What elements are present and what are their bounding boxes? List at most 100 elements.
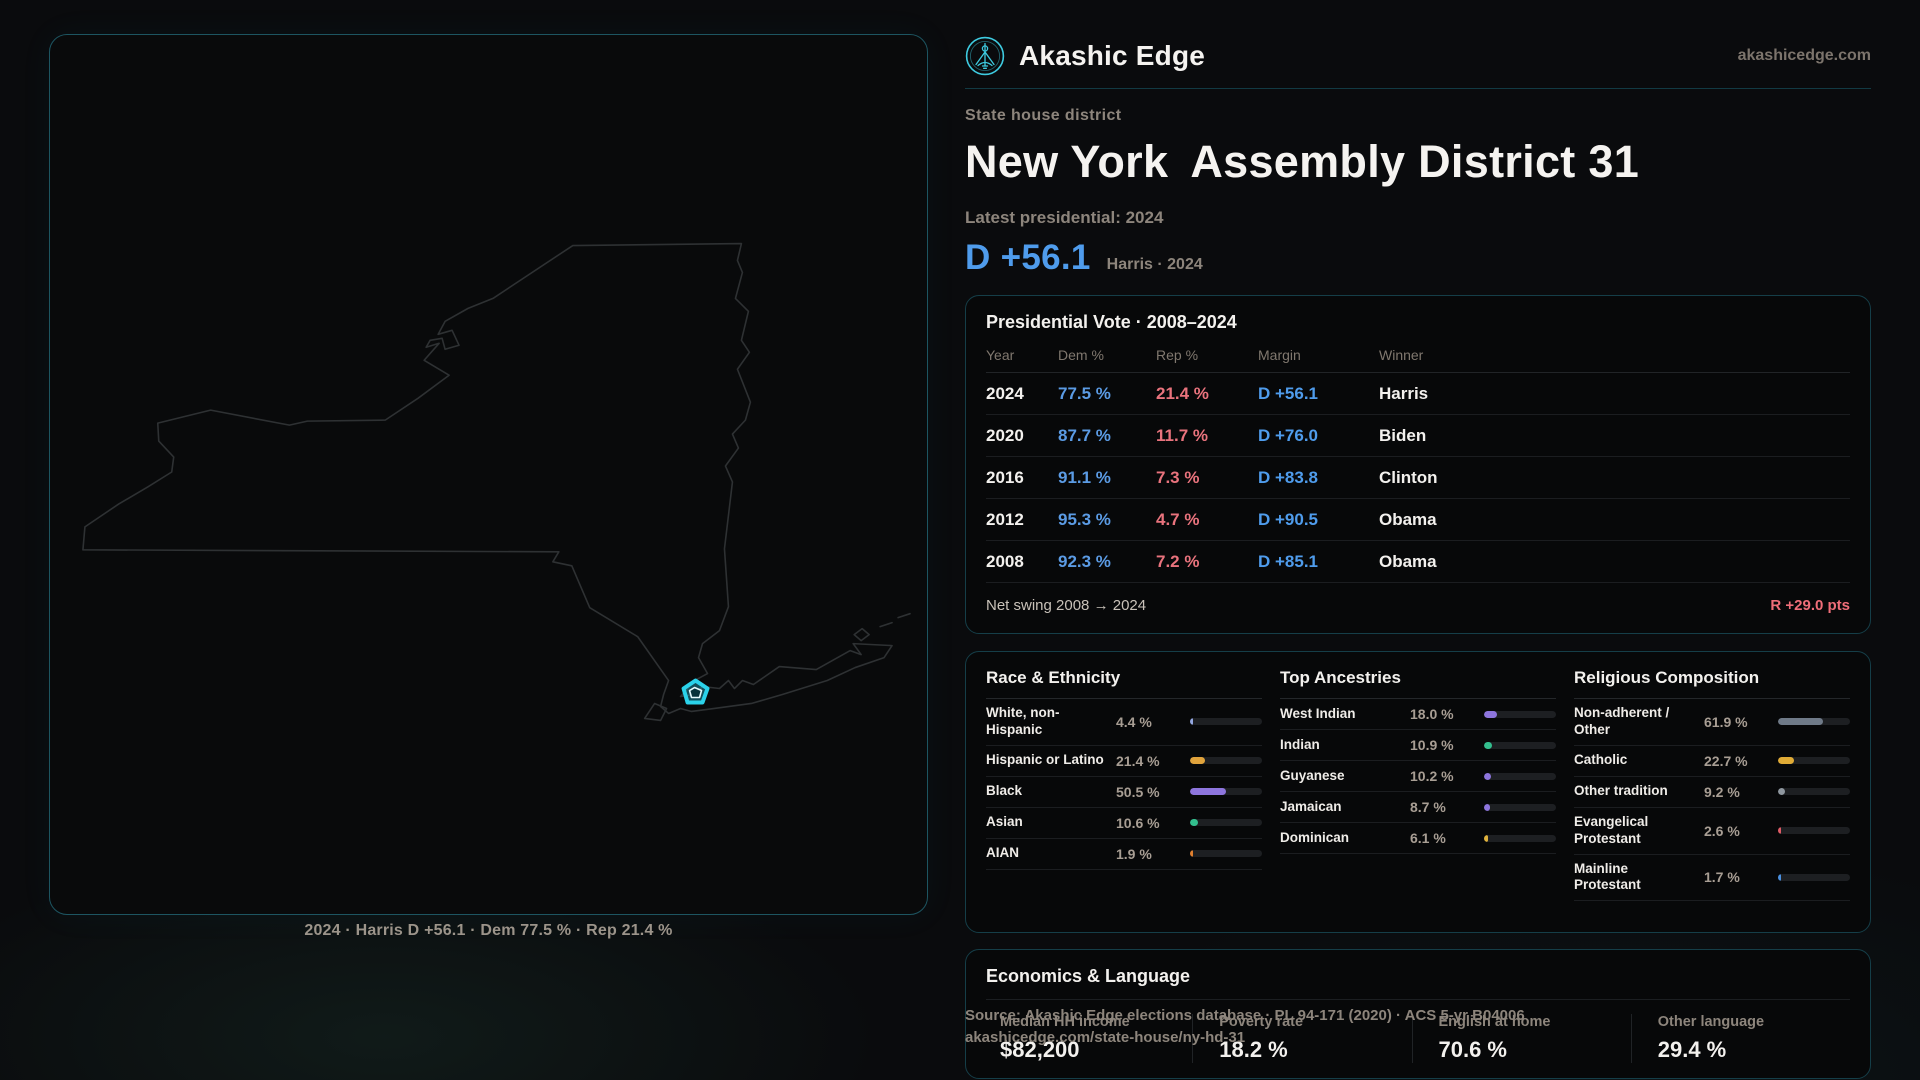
table-header-cell: Year: [986, 347, 1015, 363]
cell-winner: Clinton: [1379, 467, 1438, 487]
econ-stat-value: 29.4 %: [1657, 1037, 1727, 1062]
demo-bar-fill: [1190, 819, 1198, 827]
econ-stat-value: 18.2 %: [1219, 1037, 1288, 1062]
demo-label: Black: [986, 783, 1023, 799]
demo-bar-track: [1778, 873, 1850, 881]
detail-panel: Akashic Edge akashicedge.com State house…: [965, 0, 1871, 1080]
econ-stat-label: Poverty rate: [1219, 1014, 1304, 1030]
demo-label: Mainline Protestant: [1574, 860, 1641, 893]
cell-dem: 92.3 %: [1058, 551, 1111, 571]
headline: D +56.1 Harris · 2024: [965, 238, 1203, 278]
demo-bar-track: [1190, 788, 1262, 796]
site-domain-link[interactable]: akashicedge.com: [1737, 47, 1871, 64]
table-row: 2016 91.1 % 7.3 % D +83.8 Clinton: [986, 457, 1850, 499]
cell-year: 2012: [986, 509, 1024, 529]
source-note-link[interactable]: akashicedge.com/state-house/ny-hd-31: [965, 1029, 1246, 1046]
title-state: New York: [965, 136, 1169, 187]
demo-value: 8.7 %: [1410, 799, 1446, 815]
brand-logo-icon[interactable]: [965, 36, 1005, 76]
headline-margin: D +56.1: [965, 238, 1091, 277]
demo-column-title: Top Ancestries: [1280, 668, 1556, 699]
headline-detail: Harris · 2024: [1106, 256, 1203, 273]
demo-bar-track: [1190, 850, 1262, 858]
demo-row: Mainline Protestant 1.7 %: [1574, 855, 1850, 902]
cell-margin: D +83.8: [1258, 467, 1319, 487]
presidential-card-title: Presidential Vote · 2008–2024: [986, 312, 1237, 332]
presidential-vote-card: Presidential Vote · 2008–2024 Year Dem % R…: [965, 295, 1871, 634]
demo-bar-fill: [1190, 850, 1193, 858]
demo-bar-track: [1778, 718, 1850, 726]
demo-bar-fill: [1484, 772, 1492, 780]
table-row: 2012 95.3 % 4.7 % D +90.5 Obama: [986, 499, 1850, 541]
demo-row: Indian 10.9 %: [1280, 730, 1556, 761]
demo-bar-fill: [1190, 788, 1227, 796]
econ-stat: Median HH income $82,200: [986, 1014, 1192, 1063]
demo-value: 1.9 %: [1116, 845, 1152, 862]
cell-dem: 91.1 %: [1058, 467, 1111, 487]
econ-stat-label: Other language: [1657, 1014, 1765, 1030]
cell-winner: Harris: [1379, 383, 1429, 403]
cell-year: 2024: [986, 383, 1024, 403]
demo-bar-fill: [1484, 741, 1492, 749]
cell-rep: 4.7 %: [1156, 509, 1200, 529]
demo-column-ancestries: Top Ancestries West Indian 18.0 % Indian 10.…: [1280, 668, 1556, 916]
demo-label: Evangelical Protestant: [1574, 813, 1649, 846]
econ-stat-value: $82,200: [1000, 1037, 1080, 1062]
demo-bar-fill: [1484, 710, 1497, 718]
title-district: Assembly District 31: [1190, 136, 1640, 187]
cell-margin: D +85.1: [1258, 551, 1319, 571]
cell-margin: D +90.5: [1258, 509, 1319, 529]
demo-row: Catholic 22.7 %: [1574, 746, 1850, 777]
demo-bar-fill: [1778, 718, 1823, 726]
table-row: 2024 77.5 % 21.4 % D +56.1 Harris: [986, 373, 1850, 415]
header-divider: [965, 88, 1871, 89]
cell-dem: 87.7 %: [1058, 425, 1111, 445]
demo-bar-fill: [1778, 827, 1781, 835]
economics-card-title: Economics & Language: [986, 966, 1191, 986]
demo-column-title: Religious Composition: [1574, 668, 1850, 699]
econ-stat: Poverty rate 18.2 %: [1192, 1014, 1411, 1063]
brand-name: Akashic Edge: [1019, 40, 1206, 71]
demo-row: Non-adherent / Other 61.9 %: [1574, 699, 1850, 746]
demo-value: 10.2 %: [1410, 768, 1454, 784]
site-header: Akashic Edge akashicedge.com: [965, 36, 1871, 76]
table-row: 2020 87.7 % 11.7 % D +76.0 Biden: [986, 415, 1850, 457]
demo-bar-track: [1190, 819, 1262, 827]
cell-margin: D +76.0: [1258, 425, 1319, 445]
demo-label: Jamaican: [1280, 798, 1342, 814]
economics-divider: [986, 999, 1850, 1000]
table-header-cell: Dem %: [1058, 347, 1104, 363]
demo-value: 18.0 %: [1410, 706, 1454, 722]
economics-card: Economics & Language Median HH income $82…: [965, 949, 1871, 1079]
demo-bar-track: [1484, 834, 1556, 842]
demo-bar-track: [1484, 772, 1556, 780]
cell-winner: Biden: [1379, 425, 1427, 445]
demo-bar-track: [1778, 788, 1850, 796]
cell-winner: Obama: [1379, 509, 1437, 529]
district-kicker: State house district: [965, 107, 1122, 124]
demo-bar-fill: [1190, 718, 1194, 726]
econ-stat-label: English at home: [1438, 1014, 1551, 1030]
demo-label: Catholic: [1574, 752, 1628, 768]
net-swing-row: Net swing 2008 → 2024 R +29.0 pts: [986, 583, 1850, 614]
demographics-card: Race & Ethnicity White, non-Hispanic 4.4 %…: [965, 651, 1871, 933]
cell-dem: 77.5 %: [1058, 383, 1111, 403]
demo-label: West Indian: [1280, 705, 1356, 721]
demo-row: AIAN 1.9 %: [986, 839, 1262, 870]
economics-stats: Median HH income $82,200 Poverty rate 18.2 …: [986, 1014, 1850, 1063]
demo-row: West Indian 18.0 %: [1280, 699, 1556, 730]
demo-label: Hispanic or Latino: [986, 752, 1104, 768]
demo-label: Non-adherent / Other: [1574, 705, 1670, 737]
demo-row: Asian 10.6 %: [986, 808, 1262, 839]
table-header-cell: Margin: [1258, 347, 1301, 363]
demo-bar-track: [1484, 710, 1556, 718]
demo-bar-fill: [1484, 803, 1491, 811]
cell-rep: 7.2 %: [1156, 551, 1200, 571]
demo-label: Guyanese: [1280, 767, 1345, 783]
demo-column-religion: Religious Composition Non-adherent / Othe…: [1574, 668, 1850, 916]
econ-stat: English at home 70.6 %: [1411, 1014, 1631, 1063]
demo-column-title: Race & Ethnicity: [986, 668, 1262, 699]
district-marker[interactable]: [681, 678, 710, 705]
table-header-row: Year Dem % Rep % Margin Winner: [986, 347, 1850, 373]
